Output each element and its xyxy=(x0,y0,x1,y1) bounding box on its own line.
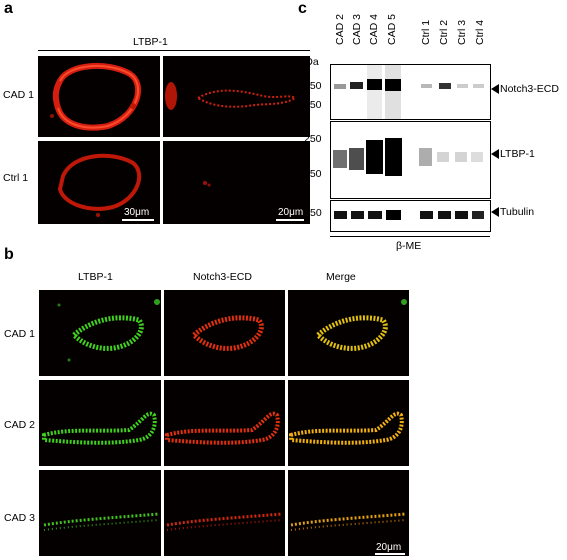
panel-a-header: LTBP-1 xyxy=(133,36,168,48)
panel-b-row-label-cad2: CAD 2 xyxy=(4,419,35,431)
panel-b-col-label-merge: Merge xyxy=(326,271,356,283)
marker-ltbp1-250: 250 xyxy=(304,133,322,145)
panel-a-image-cad1-low xyxy=(38,56,160,137)
panel-b-image-cad2-ltbp1 xyxy=(39,380,161,466)
panel-a-image-ctrl1-low: 30μm xyxy=(38,141,160,224)
panel-b-image-cad1-ltbp1 xyxy=(39,290,161,376)
blot-tubulin xyxy=(330,200,491,232)
marker-notch3-150: 150 xyxy=(304,99,322,111)
panel-b-image-cad3-merge: 20μm xyxy=(288,470,409,556)
blot-label-ltbp1: LTBP-1 xyxy=(500,148,535,160)
lane-label-cad3: CAD 3 xyxy=(351,14,363,45)
panel-b-image-cad2-notch3 xyxy=(164,380,285,466)
panel-a-scale-bar-2 xyxy=(276,219,304,221)
blot-label-notch3-ecd: Notch3-ECD xyxy=(500,83,559,95)
lane-label-cad2: CAD 2 xyxy=(334,14,346,45)
panel-b-image-cad1-merge xyxy=(288,290,409,376)
blot-notch3-ecd xyxy=(330,64,491,120)
blot-label-tubulin: Tubulin xyxy=(500,206,535,218)
panel-a-scale-label-2: 20μm xyxy=(278,207,304,218)
lane-label-ctrl3: Ctrl 3 xyxy=(456,19,468,45)
blot-arrow-tubulin-icon xyxy=(491,207,499,217)
panel-b-col-label-ltbp1: LTBP-1 xyxy=(78,271,113,283)
panel-b-image-cad3-ltbp1 xyxy=(39,470,161,556)
condition-line xyxy=(330,236,490,237)
panel-b-image-cad2-merge xyxy=(288,380,409,466)
lane-label-ctrl2: Ctrl 2 xyxy=(438,19,450,45)
panel-b-row-label-cad1: CAD 1 xyxy=(4,328,35,340)
panel-a-letter: a xyxy=(4,0,13,17)
panel-a-scale-label-1: 30μm xyxy=(124,207,150,218)
panel-b-letter: b xyxy=(4,246,14,263)
panel-b-scale-label: 20μm xyxy=(376,542,402,553)
panel-a-scale-bar-1 xyxy=(122,219,154,221)
panel-b-col-label-notch3: Notch3-ECD xyxy=(193,271,252,283)
condition-label: β-ME xyxy=(396,240,422,252)
marker-notch3-250: 250 xyxy=(304,80,322,92)
lane-label-ctrl1: Ctrl 1 xyxy=(420,19,432,45)
panel-b-row-label-cad3: CAD 3 xyxy=(4,512,35,524)
panel-c-letter: c xyxy=(298,0,307,17)
blot-arrow-notch3-icon xyxy=(491,84,499,94)
blot-ltbp1 xyxy=(330,121,491,199)
panel-a-image-ctrl1-high: 20μm xyxy=(163,141,310,224)
panel-a-image-cad1-high xyxy=(163,56,310,137)
blot-arrow-ltbp1-icon xyxy=(491,149,499,159)
panel-a-row-label-ctrl1: Ctrl 1 xyxy=(3,172,29,184)
kda-label: kDa xyxy=(300,56,319,68)
lane-label-cad5: CAD 5 xyxy=(386,14,398,45)
panel-b-scale-bar xyxy=(375,553,405,555)
lane-label-ctrl4: Ctrl 4 xyxy=(474,19,486,45)
panel-a-header-line xyxy=(38,50,310,51)
panel-b-image-cad3-notch3 xyxy=(164,470,285,556)
panel-b-image-cad1-notch3 xyxy=(164,290,285,376)
lane-label-cad4: CAD 4 xyxy=(368,14,380,45)
marker-ltbp1-150: 150 xyxy=(304,168,322,180)
panel-a-row-label-cad1: CAD 1 xyxy=(3,89,34,101)
marker-tubulin-50: 50 xyxy=(310,207,322,219)
